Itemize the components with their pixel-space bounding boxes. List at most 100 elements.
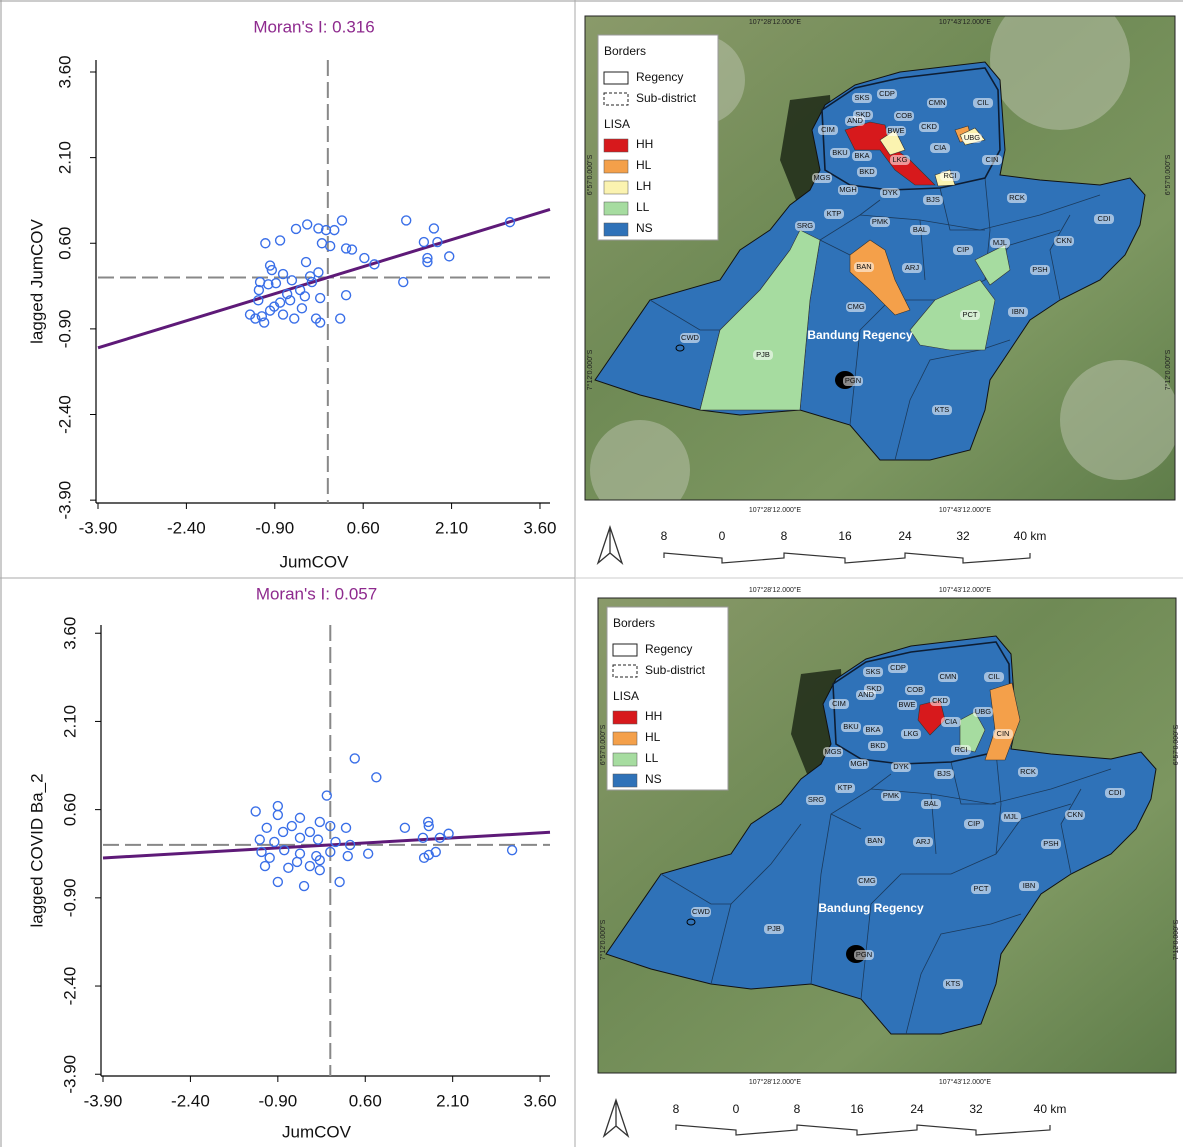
latitude-label: 7°12'0.000"S [1164,349,1172,390]
district-label: CKD [921,122,937,131]
chart-title: Moran's I: 0.057 [256,584,377,603]
point [399,822,411,834]
x-tick-label: 2.10 [435,518,468,537]
district-label-box [964,819,984,829]
point [506,845,518,856]
district-label: CIN [986,155,999,164]
district-label: AND [847,116,863,125]
district-label-box [829,699,849,709]
point [264,260,276,271]
district-label-box [1041,839,1061,849]
district-label-box [910,225,930,235]
district-label-box [877,89,897,99]
district-label-box [1001,812,1021,822]
district-label-box [843,376,863,386]
point [258,317,270,328]
district-label: MGS [813,173,830,182]
legend-swatch [603,180,629,195]
district-label-box [921,799,941,809]
district-label: RCK [1020,767,1036,776]
latitude-label: 7°12'0.000"S [586,349,594,390]
point [320,224,332,236]
legend-label: Regency [645,642,692,656]
district-label-box [857,876,877,886]
district-label: CKN [1056,236,1072,245]
district-label-box [863,667,883,677]
district-label-box [888,663,908,673]
y-tick-label: 3.60 [60,617,79,650]
point [359,252,370,264]
district-label-box [865,836,885,846]
point [349,753,360,764]
point [346,244,358,255]
point [321,790,332,801]
x-tick-label: -0.90 [255,518,294,537]
district-label: KTP [838,783,853,792]
sub-district-border [905,913,1022,1035]
district-label-box [905,685,925,695]
point [283,862,294,874]
y-axis-label: lagged JumCOV [27,218,46,343]
district-label-box [854,950,874,960]
terrain [590,420,690,500]
point [277,309,289,320]
point [398,276,409,288]
district-label-box [830,148,850,158]
legend-swatch [603,71,629,85]
scale-label: 24 [910,1102,924,1116]
district-label-box [941,717,961,727]
y-tick-label: -2.40 [60,967,79,1006]
district-label: BKA [865,725,880,734]
legend-swatch [612,664,638,678]
point [314,855,325,866]
sub-district-border [950,761,996,805]
point [304,826,316,838]
district-label: PCT [963,310,978,319]
district-label-box [880,188,900,198]
district-label-box [812,173,832,183]
district-label: UBG [975,707,991,716]
district-label-box [990,238,1010,248]
point [261,822,272,834]
sub-district-border [1060,788,1082,875]
legend-swatch [612,643,638,657]
point [294,832,306,844]
point [313,223,324,234]
y-tick-label: -3.90 [55,481,74,520]
district-label: KTS [935,405,950,414]
district-label: IBN [1023,881,1036,890]
point [314,816,325,828]
scale-label: 0 [733,1102,740,1116]
district-label-box [881,791,901,801]
legend-label: LH [636,179,651,193]
point [340,243,352,254]
district-label-box [1008,307,1028,317]
point [298,880,310,892]
district-label-box [943,979,963,989]
point [401,215,412,226]
district-label: RCK [1009,193,1025,202]
x-axis-label: JumCOV [280,552,350,571]
district-label-box [984,672,1004,682]
legend-label: HL [645,730,661,744]
district-label-box [891,762,911,772]
lisa-area [959,711,986,753]
legend-title: LISA [604,117,630,131]
district-label: CMG [858,876,876,885]
district-label-box [849,759,869,769]
point [314,864,325,876]
district-label: PMK [883,791,899,800]
district-label: MJL [1004,812,1018,821]
district-label-box [897,700,917,710]
district-label-box [1018,767,1038,777]
map-frame [597,597,1177,1074]
district-label: SKS [854,93,869,102]
district-label-box [938,672,958,682]
point [281,288,293,300]
x-tick-label: -3.90 [79,518,118,537]
longitude-label: 107°43'12.000"E [939,586,991,594]
district-label-box [764,924,784,934]
longitude-label: 107°43'12.000"E [939,18,991,26]
district-label-box [868,741,888,751]
